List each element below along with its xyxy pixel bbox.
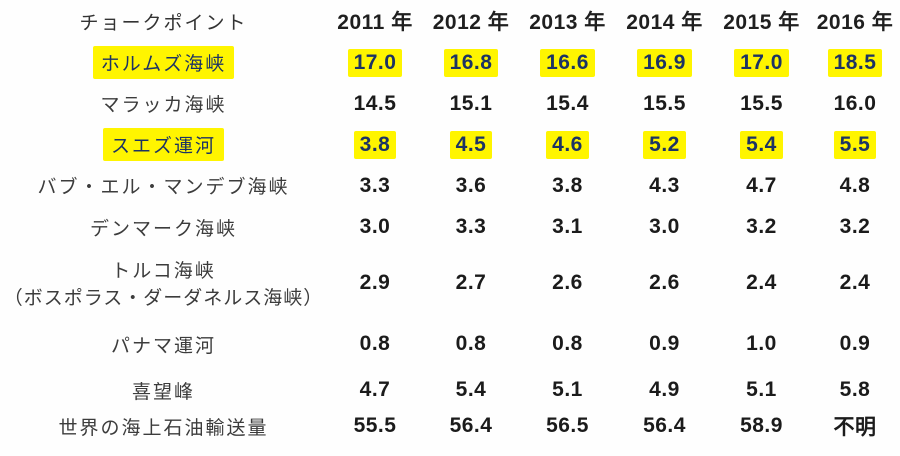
cell-bab-2015: 4.7 [746,173,777,197]
table-row-denmark: デンマーク海峡 3.0 3.3 3.1 3.0 3.2 3.2 [0,206,900,248]
cell-hormuz-2011: 17.0 [347,48,403,77]
column-header-2015: 2015 年 [723,11,800,34]
cell-suez-2011: 3.8 [353,130,397,159]
cell-malacca-2011: 14.5 [353,91,397,115]
row-sublabel-turkish-straits: （ボスポラス・ダーダネルス海峡） [3,288,324,309]
row-label-world-total: 世界の海上石油輸送量 [58,417,269,439]
row-label-denmark: デンマーク海峡 [89,218,237,240]
cell-bab-2016: 4.8 [839,173,871,197]
column-header-chokepoint: チョークポイント [79,12,248,34]
cell-cape-2013: 5.1 [552,378,583,401]
row-label-hormuz: ホルムズ海峡 [92,46,235,79]
column-header-2012: 2012 年 [432,11,510,34]
cell-cape-2011: 4.7 [359,378,391,401]
cell-bab-2012: 3.6 [455,173,487,197]
row-label-cape-of-good-hope: 喜望峰 [131,381,195,403]
cell-bab-2013: 3.8 [552,173,583,197]
table-row-hormuz: ホルムズ海峡 17.0 16.8 16.6 16.9 17.0 18.5 [0,42,900,83]
table-row-world-total: 世界の海上石油輸送量 55.5 56.4 56.5 56.4 58.9 不明 [0,410,900,456]
column-header-2011: 2011 年 [337,11,413,34]
cell-cape-2015: 5.1 [746,378,777,401]
cell-suez-2013: 4.6 [546,130,589,159]
table-row-malacca: マラッカ海峡 14.5 15.1 15.4 15.5 15.5 16.0 [0,83,900,124]
cell-bab-2014: 4.3 [649,173,680,197]
column-header-2016: 2016 年 [816,11,894,34]
cell-denmark-2011: 3.0 [359,215,391,238]
cell-panama-2011: 0.8 [359,332,391,355]
cell-panama-2015: 1.0 [746,332,777,355]
cell-cape-2012: 5.4 [455,378,487,401]
table-header-row: チョークポイント 2011 年 2012 年 2013 年 2014 年 201… [0,0,900,42]
cell-world-2012: 56.4 [449,414,493,437]
cell-panama-2012: 0.8 [455,332,487,355]
column-header-2014: 2014 年 [626,11,703,34]
cell-world-2016: 不明 [833,416,877,439]
table-row-suez: スエズ運河 3.8 4.5 4.6 5.2 5.4 5.5 [0,124,900,165]
table-row-panama: パナマ運河 0.8 0.8 0.8 0.9 1.0 0.9 [0,318,900,370]
cell-suez-2016: 5.5 [833,130,877,159]
cell-suez-2014: 5.2 [643,130,686,159]
table-row-turkish-straits: トルコ海峡 （ボスポラス・ダーダネルス海峡） 2.9 2.7 2.6 2.6 2… [0,248,900,318]
cell-turkish-2012: 2.7 [455,271,487,294]
row-label-bab-el-mandeb: バブ・エル・マンデブ海峡 [37,177,290,198]
cell-turkish-2016: 2.4 [839,271,871,294]
cell-hormuz-2012: 16.8 [443,48,499,77]
cell-denmark-2012: 3.3 [455,215,487,238]
column-header-2013: 2013 年 [529,11,606,34]
cell-world-2015: 58.9 [740,414,783,437]
cell-denmark-2016: 3.2 [839,215,871,238]
cell-denmark-2015: 3.2 [746,215,777,238]
cell-denmark-2013: 3.1 [552,215,583,238]
cell-turkish-2013: 2.6 [552,271,583,294]
cell-panama-2014: 0.9 [649,332,680,355]
cell-suez-2015: 5.4 [740,130,783,159]
cell-denmark-2014: 3.0 [649,215,680,238]
cell-hormuz-2014: 16.9 [637,48,692,77]
table-row-cape-of-good-hope: 喜望峰 4.7 5.4 5.1 4.9 5.1 5.8 [0,370,900,410]
cell-malacca-2012: 15.1 [449,91,493,115]
row-label-malacca: マラッカ海峡 [100,95,227,116]
cell-malacca-2016: 16.0 [833,91,877,115]
cell-cape-2014: 4.9 [649,378,680,401]
cell-hormuz-2015: 17.0 [734,48,789,77]
cell-turkish-2015: 2.4 [746,271,777,294]
cell-malacca-2015: 15.5 [740,91,783,115]
cell-suez-2012: 4.5 [449,130,493,159]
cell-world-2014: 56.4 [643,414,686,437]
row-label-panama: パナマ運河 [110,335,216,357]
cell-world-2013: 56.5 [546,414,589,437]
cell-turkish-2014: 2.6 [649,271,680,294]
cell-hormuz-2016: 18.5 [827,48,883,77]
cell-cape-2016: 5.8 [839,378,871,401]
cell-world-2011: 55.5 [353,414,397,437]
row-label-turkish-straits: トルコ海峡 [111,261,216,282]
cell-turkish-2011: 2.9 [359,271,391,294]
cell-malacca-2014: 15.5 [643,91,686,115]
cell-hormuz-2013: 16.6 [540,48,595,77]
cell-bab-2011: 3.3 [359,173,391,197]
table-row-bab-el-mandeb: バブ・エル・マンデブ海峡 3.3 3.6 3.8 4.3 4.7 4.8 [0,165,900,206]
cell-malacca-2013: 15.4 [546,91,589,115]
cell-panama-2016: 0.9 [839,332,871,355]
row-label-suez: スエズ運河 [102,128,224,161]
cell-panama-2013: 0.8 [552,332,583,355]
